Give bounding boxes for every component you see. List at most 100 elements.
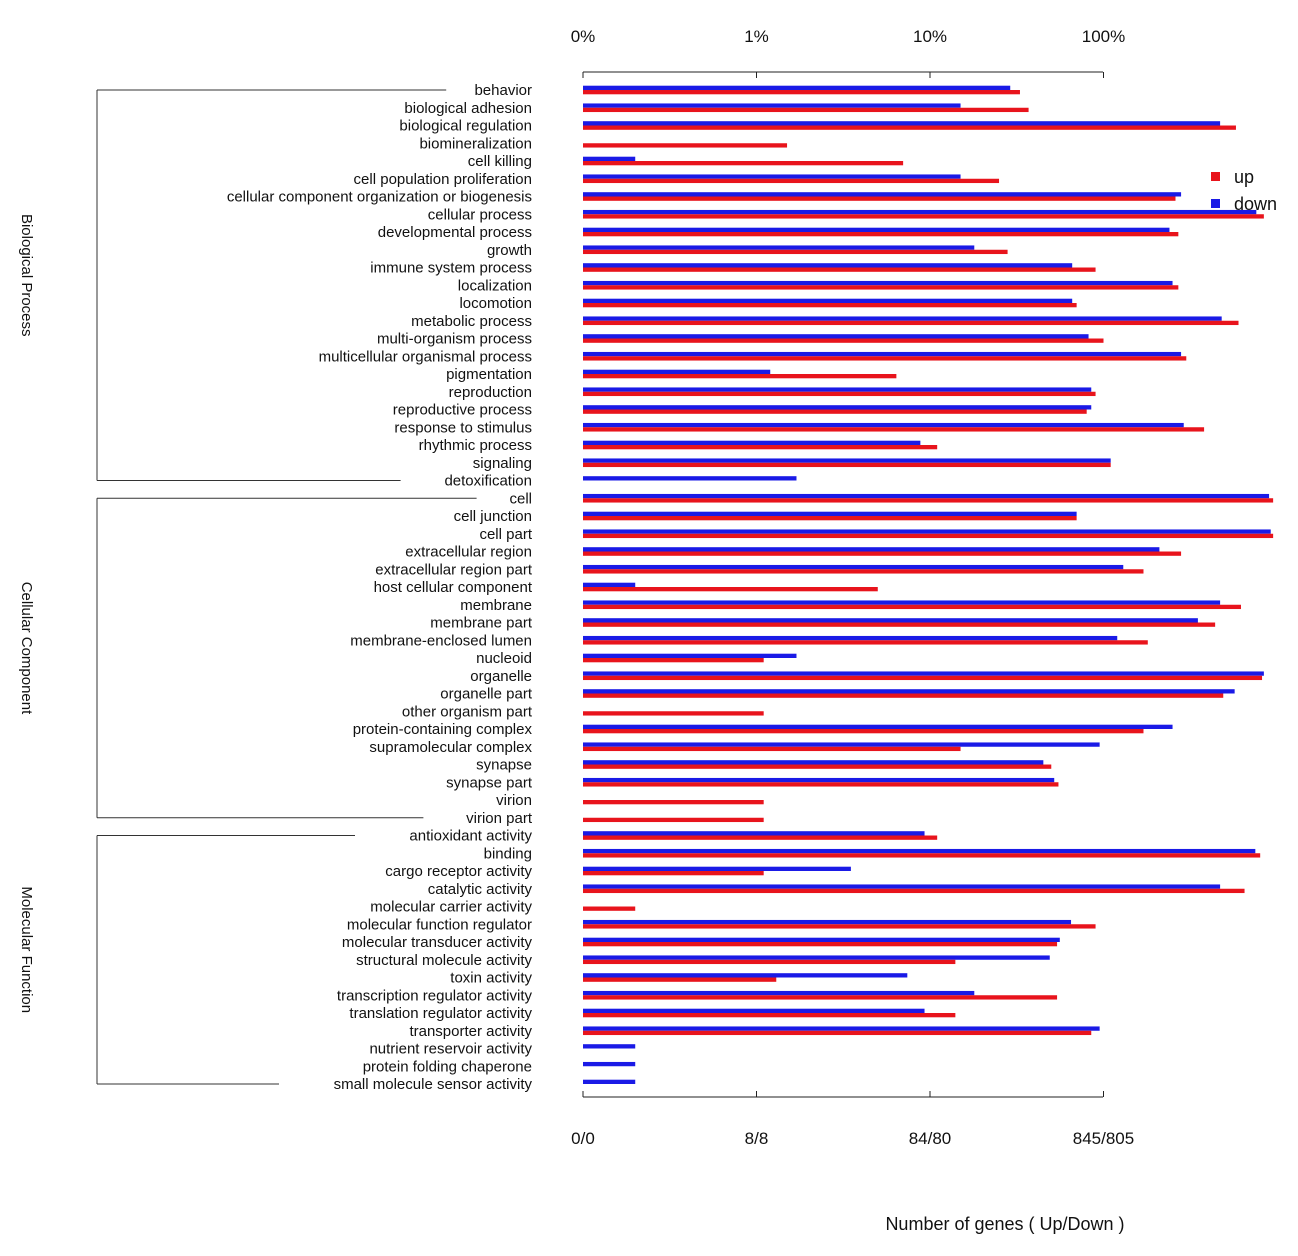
bar-up <box>583 711 764 716</box>
bar-up <box>583 977 777 982</box>
category-label: cell population proliferation <box>354 171 532 188</box>
legend-label-up: up <box>1234 167 1254 187</box>
category-label: molecular carrier activity <box>370 899 532 916</box>
legend-swatch-down <box>1211 199 1220 208</box>
bar-down <box>583 884 1221 889</box>
category-label: signaling <box>473 455 532 472</box>
bar-down <box>583 209 1257 215</box>
bar-down <box>583 1061 636 1067</box>
bar-up <box>583 1030 1092 1036</box>
bar-down <box>583 316 1222 321</box>
bar-down <box>583 174 961 179</box>
category-label: molecular function regulator <box>347 916 532 933</box>
top-tick-label: 0% <box>571 27 596 46</box>
bar-down <box>583 848 1256 854</box>
bar-up <box>583 356 1187 361</box>
bar-up <box>583 125 1236 130</box>
bar-up <box>583 729 1144 734</box>
category-label: biological adhesion <box>404 100 532 117</box>
bar-down <box>583 387 1092 392</box>
bar-down <box>583 263 1073 268</box>
bar-down <box>583 937 1060 942</box>
top-tick-label: 10% <box>913 27 947 46</box>
bar-down <box>583 458 1111 463</box>
bar-down <box>583 777 1055 783</box>
bar-up <box>583 161 904 166</box>
category-label: pigmentation <box>446 366 532 383</box>
bar-up <box>583 303 1077 308</box>
category-label: multicellular organismal process <box>319 348 532 365</box>
bar-up <box>583 622 1216 627</box>
x-axis-title: Number of genes ( Up/Down ) <box>885 1214 1124 1234</box>
bar-down <box>583 990 975 996</box>
bar-up <box>583 959 956 965</box>
bar-up <box>583 924 1096 929</box>
bar-down <box>583 582 636 587</box>
axis-ticks: 0% 1% 10% 100% 0/0 8/8 84/80 845/805 <box>571 27 1135 1148</box>
bar-up <box>583 267 1096 272</box>
category-label: host cellular component <box>374 579 533 596</box>
bar-up <box>583 232 1179 237</box>
bar-down <box>583 422 1184 428</box>
bar-down <box>583 351 1182 357</box>
bar-up <box>583 143 788 148</box>
bar-down <box>583 1044 636 1049</box>
category-label: other organism part <box>402 703 533 720</box>
category-label: virion part <box>466 810 533 827</box>
bar-down <box>583 103 961 108</box>
category-label: cell part <box>479 526 532 543</box>
group-label: Biological Process <box>18 214 35 337</box>
bar-up <box>583 409 1087 414</box>
category-label: detoxification <box>444 473 532 490</box>
top-tick-label: 100% <box>1082 27 1125 46</box>
group-label: Cellular Component <box>18 582 35 715</box>
category-label: organelle part <box>440 686 533 703</box>
bar-up <box>583 338 1104 343</box>
bar-down <box>583 529 1271 534</box>
bar-up <box>583 853 1261 858</box>
bar-down <box>583 919 1072 925</box>
bar-up <box>583 658 764 663</box>
bottom-tick-label: 84/80 <box>909 1129 952 1148</box>
bar-down <box>583 121 1221 126</box>
bar-up <box>583 516 1077 521</box>
bar-down <box>583 298 1073 303</box>
bottom-tick-label: 8/8 <box>745 1129 769 1148</box>
bar-down <box>583 493 1270 499</box>
category-label: cellular process <box>428 206 532 223</box>
bar-down <box>583 440 921 445</box>
bar-down <box>583 600 1221 605</box>
bar-down <box>583 689 1235 694</box>
category-label: response to stimulus <box>394 419 532 436</box>
category-label: cell killing <box>468 153 532 170</box>
category-label: toxin activity <box>450 970 532 987</box>
category-label: supramolecular complex <box>369 739 532 756</box>
bar-up <box>583 871 764 876</box>
group-label: Molecular Function <box>18 886 35 1013</box>
bar-up <box>583 942 1058 947</box>
bar-up <box>583 320 1239 326</box>
bar-up <box>583 995 1058 1000</box>
category-label: developmental process <box>378 224 532 241</box>
category-label: immune system process <box>370 260 532 277</box>
bar-up <box>583 107 1029 113</box>
category-label: translation regulator activity <box>349 1005 532 1022</box>
category-label: small molecule sensor activity <box>334 1076 533 1093</box>
bar-up <box>583 746 961 752</box>
category-label: multi-organism process <box>377 331 532 348</box>
category-label: synapse <box>476 757 532 774</box>
category-label: nutrient reservoir activity <box>369 1041 532 1058</box>
category-label: cellular component organization or bioge… <box>227 189 532 206</box>
legend: up down <box>1211 167 1277 214</box>
legend-label-down: down <box>1234 194 1277 214</box>
category-label: cell junction <box>454 508 532 525</box>
bar-up <box>583 604 1241 610</box>
category-label: binding <box>484 845 532 862</box>
category-label: membrane <box>460 597 532 614</box>
category-label: behavior <box>474 82 532 99</box>
bars <box>583 85 1274 1084</box>
category-label: locomotion <box>459 295 532 312</box>
bar-down <box>583 85 1011 90</box>
bar-down <box>583 334 1089 339</box>
